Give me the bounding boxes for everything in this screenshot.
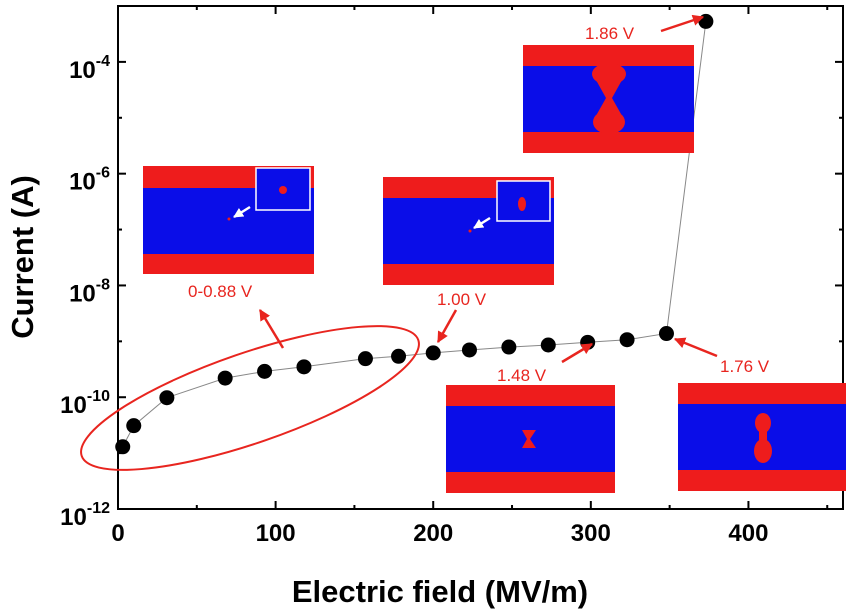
x-tick-label: 0 [111, 520, 124, 547]
data-point [461, 342, 477, 358]
x-tick-label: 300 [571, 520, 611, 547]
inset-bowtie [446, 385, 615, 493]
x-tick-label: 200 [413, 520, 453, 547]
data-point [217, 370, 233, 386]
y-tick-label: 10-8 [69, 276, 110, 307]
data-point [501, 339, 517, 355]
y-tick-label: 10-10 [60, 388, 110, 419]
inset-small-dot [143, 166, 314, 274]
data-point [296, 359, 312, 375]
x-tick-label: 100 [256, 520, 296, 547]
y-tick-label: 10-4 [69, 53, 110, 84]
inset-breakdown [523, 45, 694, 153]
data-points [115, 13, 714, 455]
data-point [658, 326, 674, 342]
data-point [425, 345, 441, 361]
inset-small-dot-2 [383, 177, 554, 285]
arrow-1-48 [561, 342, 593, 364]
y-tick-label: 10-6 [69, 165, 110, 196]
axis-ticks [117, 5, 843, 510]
arrow-0-0-88 [258, 309, 285, 349]
inset-elongated [678, 383, 846, 491]
data-point [540, 337, 556, 353]
arrow-1-86 [660, 14, 705, 33]
data-point [698, 13, 714, 29]
data-point [357, 351, 373, 367]
data-point [619, 332, 635, 348]
x-tick-label: 400 [728, 520, 768, 547]
low-field-ellipse [80, 325, 420, 471]
x-tick-labels: 0 100 200 300 400 [111, 520, 768, 547]
data-point [115, 439, 131, 455]
plot-frame [117, 5, 844, 510]
label-1-76: 1.76 V [720, 357, 770, 376]
label-0-0-88: 0-0.88 V [188, 282, 253, 301]
data-point [159, 390, 175, 406]
data-point [126, 418, 142, 434]
arrow-1-76 [673, 337, 718, 358]
data-point [391, 348, 407, 364]
annotation-arrows [258, 14, 718, 364]
label-1-86: 1.86 V [585, 24, 635, 43]
y-axis-title: Current (A) [5, 175, 40, 339]
label-1-48: 1.48 V [497, 366, 547, 385]
label-1-00: 1.00 V [437, 290, 487, 309]
data-point [257, 363, 273, 379]
y-tick-label: 10-12 [60, 500, 110, 531]
arrow-1-00 [436, 309, 458, 343]
x-axis-title: Electric field (MV/m) [292, 574, 588, 609]
y-tick-labels: 10-12 10-10 10-8 10-6 10-4 [60, 53, 110, 531]
